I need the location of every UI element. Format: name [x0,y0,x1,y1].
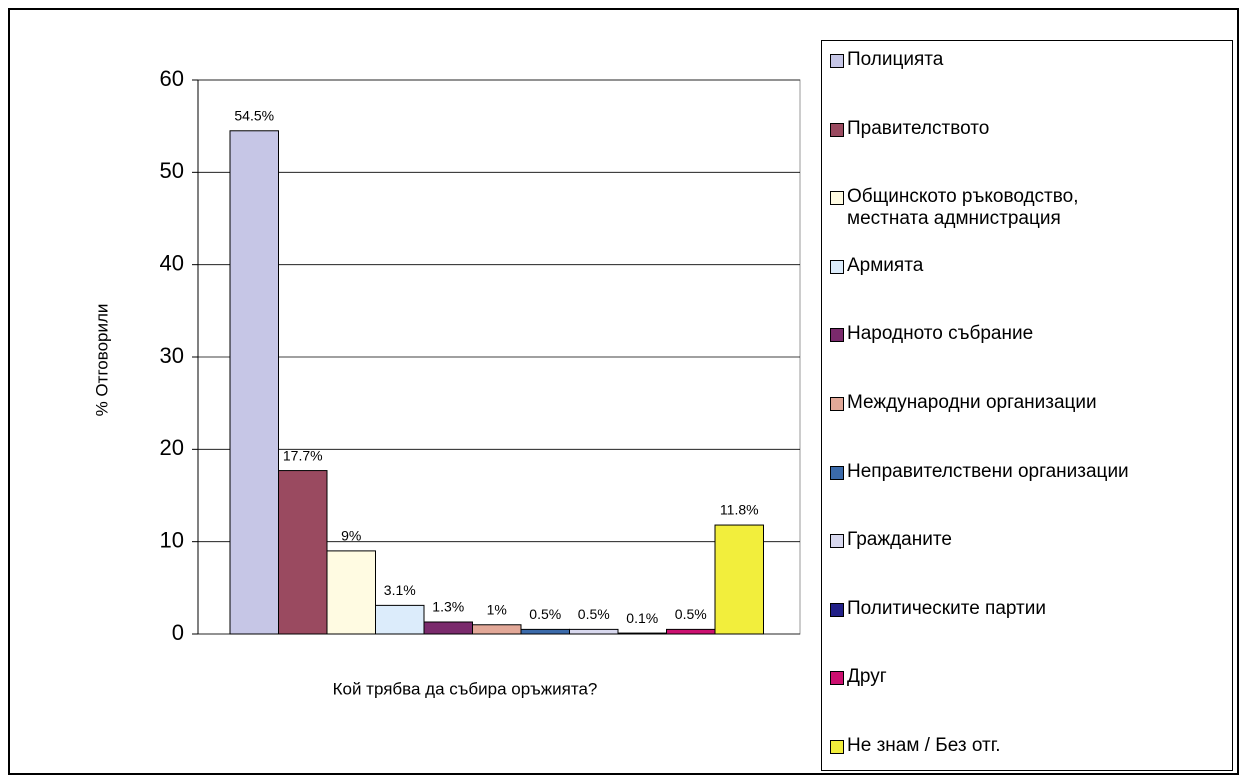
legend-entry: Армията [830,255,1160,277]
legend-entry: Не знам / Без отг. [830,735,1160,757]
legend-entry: Правителството [830,118,1160,140]
legend-label: Народното събрание [847,323,1034,345]
legend-label: Друг [847,666,887,688]
legend-label: Армията [847,254,924,276]
data-label: 0.5% [675,606,707,622]
legend-swatch [830,602,844,617]
legend-entry: Неправителствени организации [830,461,1160,483]
data-label: 1.3% [432,599,464,615]
legend-swatch [830,328,844,343]
legend-entry: Международни организации [830,392,1160,414]
y-tick-label: 40 [160,250,184,275]
data-label: 54.5% [234,107,274,123]
bar [423,621,473,635]
data-label: 11.8% [720,502,759,518]
legend: Полицията Правителството Общинското ръково… [821,40,1233,771]
legend-label: Общинското ръководство, местната адмнист… [847,186,1079,230]
data-label: 3.1% [384,582,416,598]
bar [714,524,764,635]
legend-swatch [830,465,844,480]
legend-swatch [830,259,844,274]
legend-label: Не знам / Без отг. [847,735,1001,756]
y-tick-label: 50 [160,158,184,183]
legend-swatch [830,122,844,137]
legend-swatch [830,54,844,68]
y-axis-label: % Отговорили [92,304,111,417]
y-tick-label: 0 [172,620,184,645]
bar [375,604,425,635]
legend-swatch [830,397,844,411]
bar [472,624,522,635]
y-tick-label: 30 [160,343,184,368]
legend-swatch [830,740,844,754]
data-label: 17.7% [283,447,323,463]
y-tick-label: 20 [160,435,184,460]
bar [617,632,667,635]
legend-label: Правителството [847,117,990,139]
bar [569,628,619,635]
legend-label: Гражданите [847,529,952,551]
legend-entry: Полицията [830,49,1160,71]
y-tick-label: 60 [160,66,184,91]
data-label: 0.5% [578,606,610,622]
data-label: 1% [487,601,507,617]
bar [666,628,716,635]
legend-entry: Друг [830,666,1160,688]
data-label: 0.1% [626,610,658,626]
legend-label: Неправителствени организации [847,460,1129,482]
x-axis-label: Кой трябва да събира оръжията? [333,679,598,698]
legend-swatch [830,534,844,549]
legend-swatch [830,671,844,686]
legend-entry: Общинското ръководство, местната адмнист… [830,186,1160,230]
legend-label: Политическите партии [847,597,1046,619]
y-tick-label: 10 [160,527,184,552]
bar [520,628,570,635]
data-label: 0.5% [529,606,561,622]
frame [8,8,1239,775]
bar [326,550,376,635]
legend-entry: Народното събрание [830,323,1160,345]
data-label: 9% [341,528,361,544]
legend-label: Полицията [847,49,944,70]
legend-swatch [830,191,844,206]
bar [229,130,279,635]
legend-entry: Гражданите [830,529,1160,551]
bar [278,470,328,635]
legend-label: Международни организации [847,392,1097,413]
legend-entry: Политическите партии [830,598,1160,620]
